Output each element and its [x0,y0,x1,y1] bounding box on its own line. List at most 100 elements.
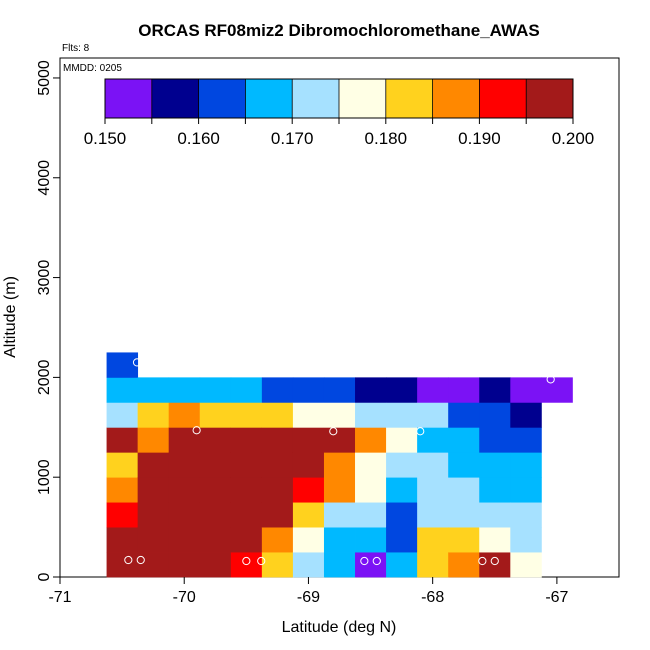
heatmap-cell-11-4 [448,452,480,478]
heatmap-cell-3-4 [199,452,232,478]
heatmap-cell-12-6 [479,402,511,428]
colorbar-tick-label-1: 0.160 [177,129,220,148]
colorbar-tick-label-5: 0.200 [552,129,595,148]
heatmap-cell-3-6 [199,402,232,428]
y-tick-label-0: 0 [36,572,53,581]
sample-point-2 [242,556,251,566]
heatmap-cell-11-0 [448,552,480,578]
heatmap-cell-0-7 [106,377,139,403]
heatmap-cell-4-2 [230,502,263,528]
sample-point-6 [478,556,487,566]
heatmap-cell-0-1 [106,527,139,553]
heatmap-cell-1-1 [137,527,170,553]
heatmap-cell-13-5 [510,427,542,453]
heatmap-cell-5-0 [261,552,294,578]
heatmap-cell-10-0 [417,552,449,578]
heatmap-cell-13-1 [510,527,542,553]
heatmap-cell-1-4 [137,452,170,478]
y-tick-label-5: 5000 [36,60,53,96]
colorbar-swatch-4 [292,79,340,118]
heatmap-cell-5-2 [261,502,294,528]
heatmap-cell-13-2 [510,502,542,528]
date-label: MMDD: 0205 [63,63,122,74]
heatmap-cell-4-1 [230,527,263,553]
heatmap-cell-2-2 [168,502,201,528]
colorbar-swatch-5 [339,79,387,118]
heatmap-cell-5-3 [261,477,294,503]
x-tick-label-1: -70 [173,589,196,606]
heatmap-cell-8-2 [355,502,387,528]
heatmap-cell-1-7 [137,377,170,403]
y-tick-label-4: 4000 [36,160,53,196]
heatmap-cell-4-4 [230,452,263,478]
x-axis-label: Latitude (deg N) [282,619,397,636]
colorbar-swatch-3 [245,79,293,118]
y-axis: 0 1000 2000 3000 4000 5000 [36,60,60,581]
heatmap-cell-4-3 [230,477,263,503]
heatmap-cell-0-4 [106,452,139,478]
heatmap-cell-9-4 [386,452,418,478]
heatmap-cell-5-1 [261,527,294,553]
heatmap-cell-3-0 [199,552,232,578]
heatmap-cell-12-2 [479,502,511,528]
heatmap-cell-9-5 [386,427,418,453]
heatmap-cells [106,352,573,578]
heatmap-cell-7-2 [323,502,356,528]
colorbar-swatch-1 [151,79,199,118]
heatmap-cell-12-7 [479,377,511,403]
heatmap-cell-7-3 [323,477,356,503]
y-tick-label-2: 2000 [36,359,53,395]
heatmap-cell-13-6 [510,402,542,428]
heatmap-cell-8-7 [355,377,387,403]
heatmap-cell-9-1 [386,527,418,553]
sample-point-5 [372,556,381,566]
heatmap-cell-6-3 [292,477,325,503]
heatmap-cell-7-1 [323,527,356,553]
heatmap-cell-13-3 [510,477,542,503]
sample-point-7 [490,556,499,566]
heatmap-cell-0-0 [106,552,139,578]
heatmap-cell-9-7 [386,377,418,403]
heatmap-cell-11-5 [448,427,480,453]
heatmap-cell-1-6 [137,402,170,428]
heatmap-cell-13-4 [510,452,542,478]
heatmap-cell-4-5 [230,427,263,453]
heatmap-cell-2-0 [168,552,201,578]
heatmap-cell-3-3 [199,477,232,503]
x-tick-label-4: -67 [545,589,568,606]
colorbar-swatch-8 [479,79,527,118]
heatmap-cell-1-2 [137,502,170,528]
colorbar-tick-label-3: 0.180 [365,129,408,148]
heatmap-cell-7-5 [323,427,356,453]
heatmap-cell-2-1 [168,527,201,553]
colorbar-swatch-7 [432,79,480,118]
heatmap-cell-1-0 [137,552,170,578]
colorbar-tick-label-2: 0.170 [271,129,314,148]
heatmap-cell-11-6 [448,402,480,428]
heatmap-cell-13-0 [510,552,542,578]
heatmap-cell-10-6 [417,402,449,428]
heatmap-cell-7-6 [323,402,356,428]
heatmap-cell-5-6 [261,402,294,428]
heatmap-cell-11-7 [448,377,480,403]
heatmap-cell-2-6 [168,402,201,428]
chart-title: ORCAS RF08miz2 Dibromochloromethane_AWAS [138,21,539,40]
heatmap-cell-5-7 [261,377,294,403]
sample-point-9 [329,427,338,436]
x-tick-label-2: -69 [297,589,320,606]
heatmap-cell-12-5 [479,427,511,453]
heatmap-cell-4-6 [230,402,263,428]
sample-point-4 [360,556,369,566]
y-axis-label: Altitude (m) [2,276,19,358]
x-tick-label-0: -71 [48,589,71,606]
heatmap-cell-12-1 [479,527,511,553]
heatmap-cell-10-4 [417,452,449,478]
heatmap-cell-8-6 [355,402,387,428]
heatmap-cell-8-5 [355,427,387,453]
heatmap-cell-0-5 [106,427,139,453]
heatmap-cell-1-5 [137,427,170,453]
x-axis: -71 -70 -69 -68 -67 [48,577,569,606]
heatmap-cell-9-6 [386,402,418,428]
heatmap-cell-3-5 [199,427,232,453]
